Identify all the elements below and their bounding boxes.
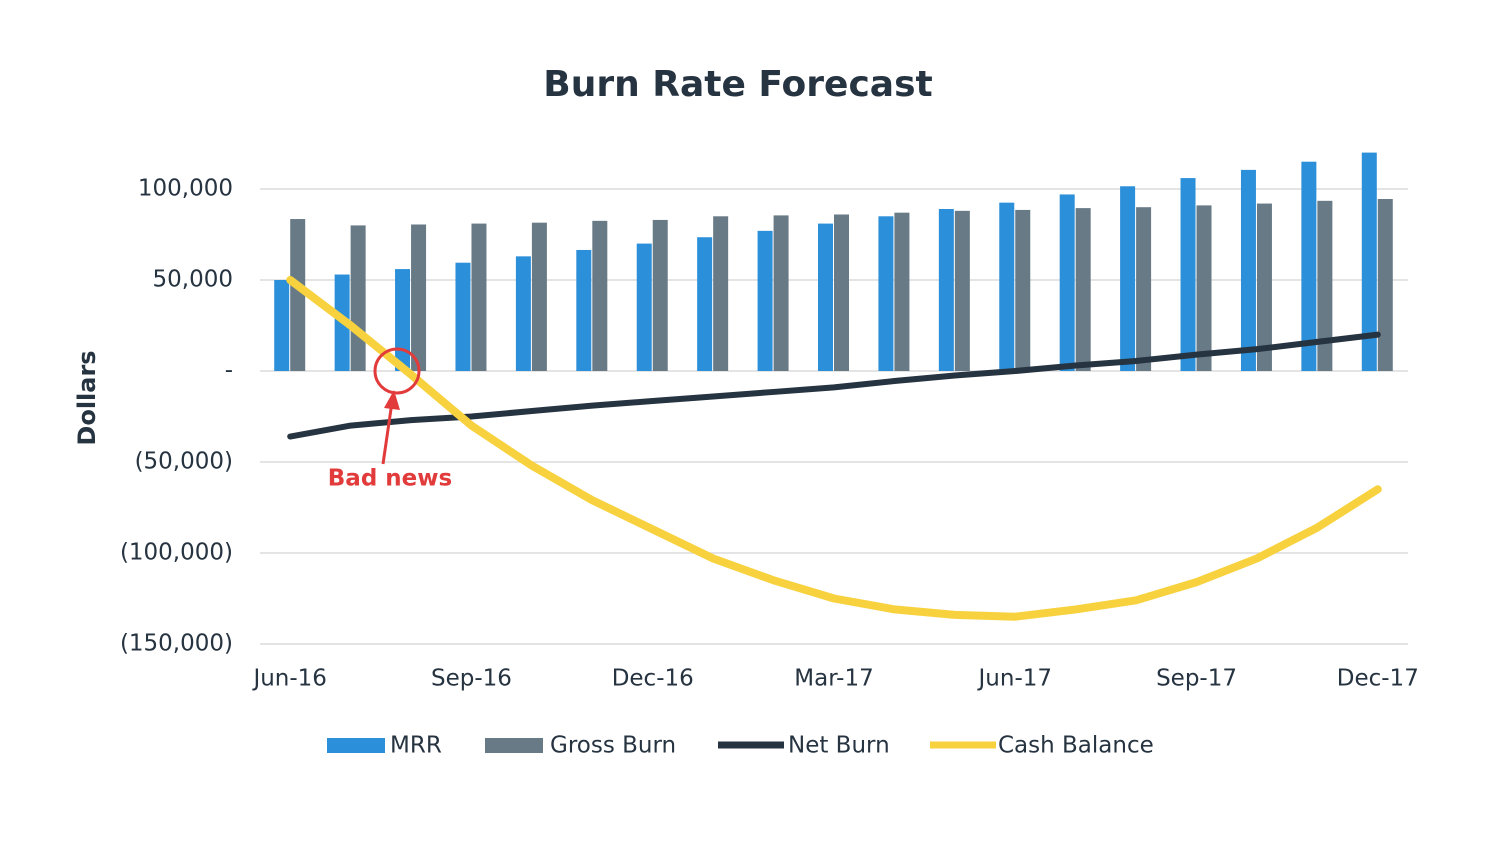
bar xyxy=(1196,205,1212,371)
x-tick-label: Sep-16 xyxy=(431,666,512,692)
bar xyxy=(1317,200,1333,371)
bar xyxy=(1240,169,1256,371)
bar xyxy=(954,210,970,371)
legend-label: Net Burn xyxy=(788,733,890,759)
bar xyxy=(938,209,954,371)
bar xyxy=(999,202,1015,371)
y-axis-label: Dollars xyxy=(73,350,101,445)
legend-swatch xyxy=(327,738,385,753)
bar xyxy=(531,222,547,371)
bar xyxy=(274,280,290,371)
y-tick-label: 100,000 xyxy=(138,176,233,202)
annotation-arrow xyxy=(381,401,394,465)
line xyxy=(287,331,1381,440)
bar xyxy=(697,237,713,371)
bar xyxy=(411,224,427,371)
bar xyxy=(757,230,773,371)
bar xyxy=(1136,207,1152,371)
chart-title: Burn Rate Forecast xyxy=(543,64,932,105)
legend-label: Cash Balance xyxy=(998,733,1154,759)
bar xyxy=(290,219,306,371)
bar xyxy=(1301,161,1317,371)
bar xyxy=(1361,152,1377,371)
bar xyxy=(350,225,366,371)
bar xyxy=(834,214,849,371)
y-tick-label: - xyxy=(225,358,233,384)
annotation-text: Bad news xyxy=(328,466,452,492)
bar xyxy=(1256,203,1272,371)
bar xyxy=(455,262,471,371)
bar xyxy=(515,256,531,371)
bar xyxy=(713,216,729,371)
bar xyxy=(1180,178,1196,371)
bar xyxy=(652,219,668,371)
x-tick-label: Mar-17 xyxy=(794,666,874,692)
bar xyxy=(636,243,652,371)
bar xyxy=(878,216,894,371)
bar xyxy=(1377,199,1393,371)
annotation-arrowhead xyxy=(384,390,400,410)
bar xyxy=(471,223,487,371)
y-tick-label: (100,000) xyxy=(120,540,233,566)
bar xyxy=(1015,209,1031,371)
bar xyxy=(1059,194,1075,371)
bar xyxy=(1075,208,1091,371)
x-tick-label: Sep-17 xyxy=(1156,666,1237,692)
bar xyxy=(1120,186,1136,371)
bar xyxy=(773,215,789,371)
annotation-circle xyxy=(373,347,421,395)
bar xyxy=(894,212,910,371)
bar xyxy=(395,269,411,371)
legend-label: Gross Burn xyxy=(550,733,676,759)
bar xyxy=(576,249,592,371)
y-tick-label: 50,000 xyxy=(153,267,233,293)
x-tick-label: Dec-17 xyxy=(1337,666,1419,692)
x-tick-label: Dec-16 xyxy=(612,666,694,692)
legend-swatch xyxy=(485,738,543,753)
x-tick-label: Jun-16 xyxy=(251,666,327,692)
bar xyxy=(592,220,608,371)
legend-label: MRR xyxy=(390,733,442,759)
y-tick-label: (50,000) xyxy=(135,449,233,475)
y-tick-label: (150,000) xyxy=(120,631,233,657)
bar xyxy=(818,223,833,371)
line xyxy=(286,276,1382,621)
x-tick-label: Jun-17 xyxy=(977,666,1053,692)
